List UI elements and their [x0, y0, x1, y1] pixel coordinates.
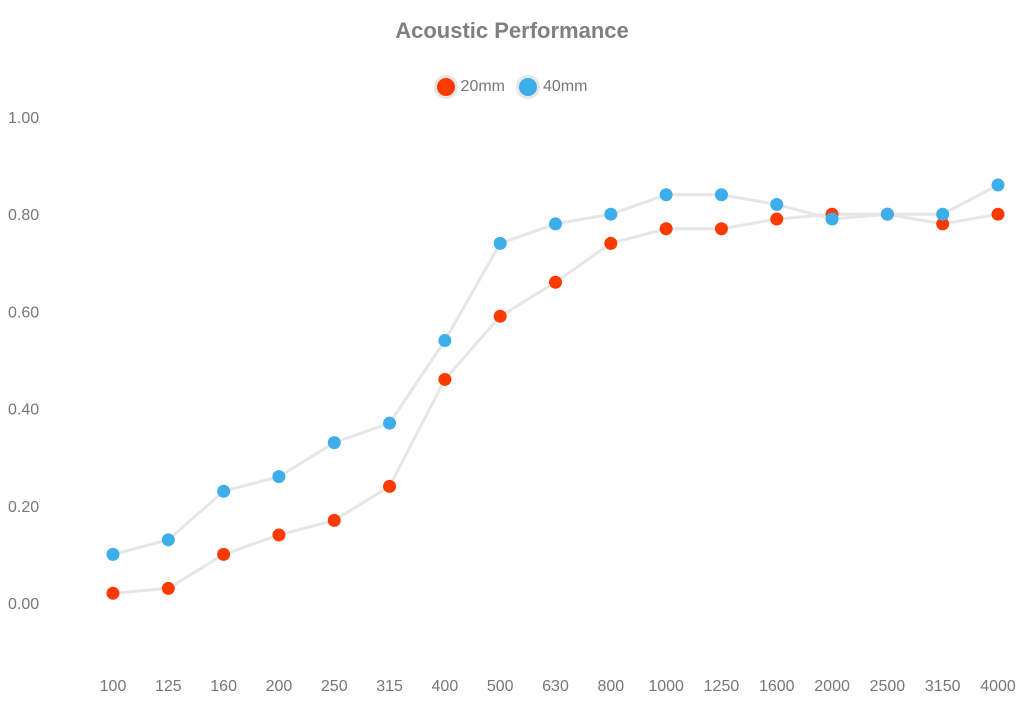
x-tick-label: 1250	[704, 678, 740, 695]
data-point-20mm	[327, 513, 341, 527]
data-point-20mm	[383, 479, 397, 493]
legend-label-40mm: 40mm	[543, 78, 588, 95]
x-tick-label: 200	[266, 678, 293, 695]
legend-item-20mm[interactable]: 20mm	[436, 78, 505, 96]
data-point-20mm	[438, 372, 452, 386]
data-point-40mm	[659, 188, 673, 202]
data-point-20mm	[549, 275, 562, 289]
data-point-20mm	[770, 212, 784, 226]
y-tick-label: 0.40	[8, 402, 39, 419]
data-point-40mm	[714, 188, 728, 202]
data-point-40mm	[936, 207, 950, 221]
data-point-40mm	[825, 212, 839, 226]
data-point-20mm	[936, 217, 950, 231]
x-tick-label: 500	[487, 678, 514, 695]
x-tick-label: 160	[210, 678, 237, 695]
data-point-20mm	[493, 309, 507, 323]
x-tick-label: 2500	[870, 678, 906, 695]
y-tick-label: 0.60	[8, 304, 39, 321]
x-tick-label: 630	[542, 678, 569, 695]
legend-swatch-20mm	[436, 78, 455, 96]
x-tick-label: 400	[432, 678, 459, 695]
data-point-20mm	[217, 547, 231, 561]
chart-title: Acoustic Performance	[395, 18, 629, 43]
x-tick-label: 3150	[925, 678, 961, 695]
x-tick-label: 315	[376, 678, 403, 695]
data-point-40mm	[770, 197, 784, 211]
y-tick-label: 1.00	[8, 110, 39, 127]
data-point-40mm	[549, 217, 562, 231]
x-tick-label: 4000	[980, 678, 1016, 695]
data-point-20mm	[272, 528, 286, 542]
data-point-40mm	[272, 470, 286, 484]
y-tick-label: 0.20	[8, 499, 39, 516]
data-point-40mm	[161, 533, 175, 547]
x-tick-label: 1600	[759, 678, 795, 695]
data-point-40mm	[383, 416, 397, 430]
data-point-20mm	[714, 222, 728, 236]
data-point-40mm	[438, 334, 452, 348]
legend-swatch-40mm	[519, 78, 537, 96]
legend-label-20mm: 20mm	[460, 78, 505, 95]
data-point-40mm	[493, 236, 507, 250]
x-tick-label: 125	[155, 678, 182, 695]
data-point-20mm	[991, 207, 1005, 221]
data-point-20mm	[106, 586, 120, 600]
data-point-40mm	[327, 436, 341, 450]
x-tick-label: 250	[321, 678, 348, 695]
legend-item-40mm[interactable]: 40mm	[519, 78, 587, 96]
x-tick-label: 100	[100, 678, 127, 695]
data-point-20mm	[161, 581, 175, 595]
x-tick-label: 1000	[648, 678, 684, 695]
data-point-40mm	[991, 178, 1005, 192]
y-tick-label: 0.80	[8, 207, 39, 224]
data-point-40mm	[604, 207, 618, 221]
data-point-20mm	[659, 222, 673, 236]
data-point-40mm	[880, 207, 894, 221]
data-point-40mm	[217, 484, 231, 498]
x-tick-label: 2000	[814, 678, 850, 695]
x-tick-label: 800	[597, 678, 624, 695]
y-tick-label: 0.00	[8, 596, 39, 613]
data-point-20mm	[604, 236, 618, 250]
legend: 20mm 40mm	[0, 78, 1024, 96]
data-point-40mm	[106, 547, 120, 561]
series-line-20mm	[112, 212, 999, 595]
series-line-40mm	[112, 183, 999, 556]
